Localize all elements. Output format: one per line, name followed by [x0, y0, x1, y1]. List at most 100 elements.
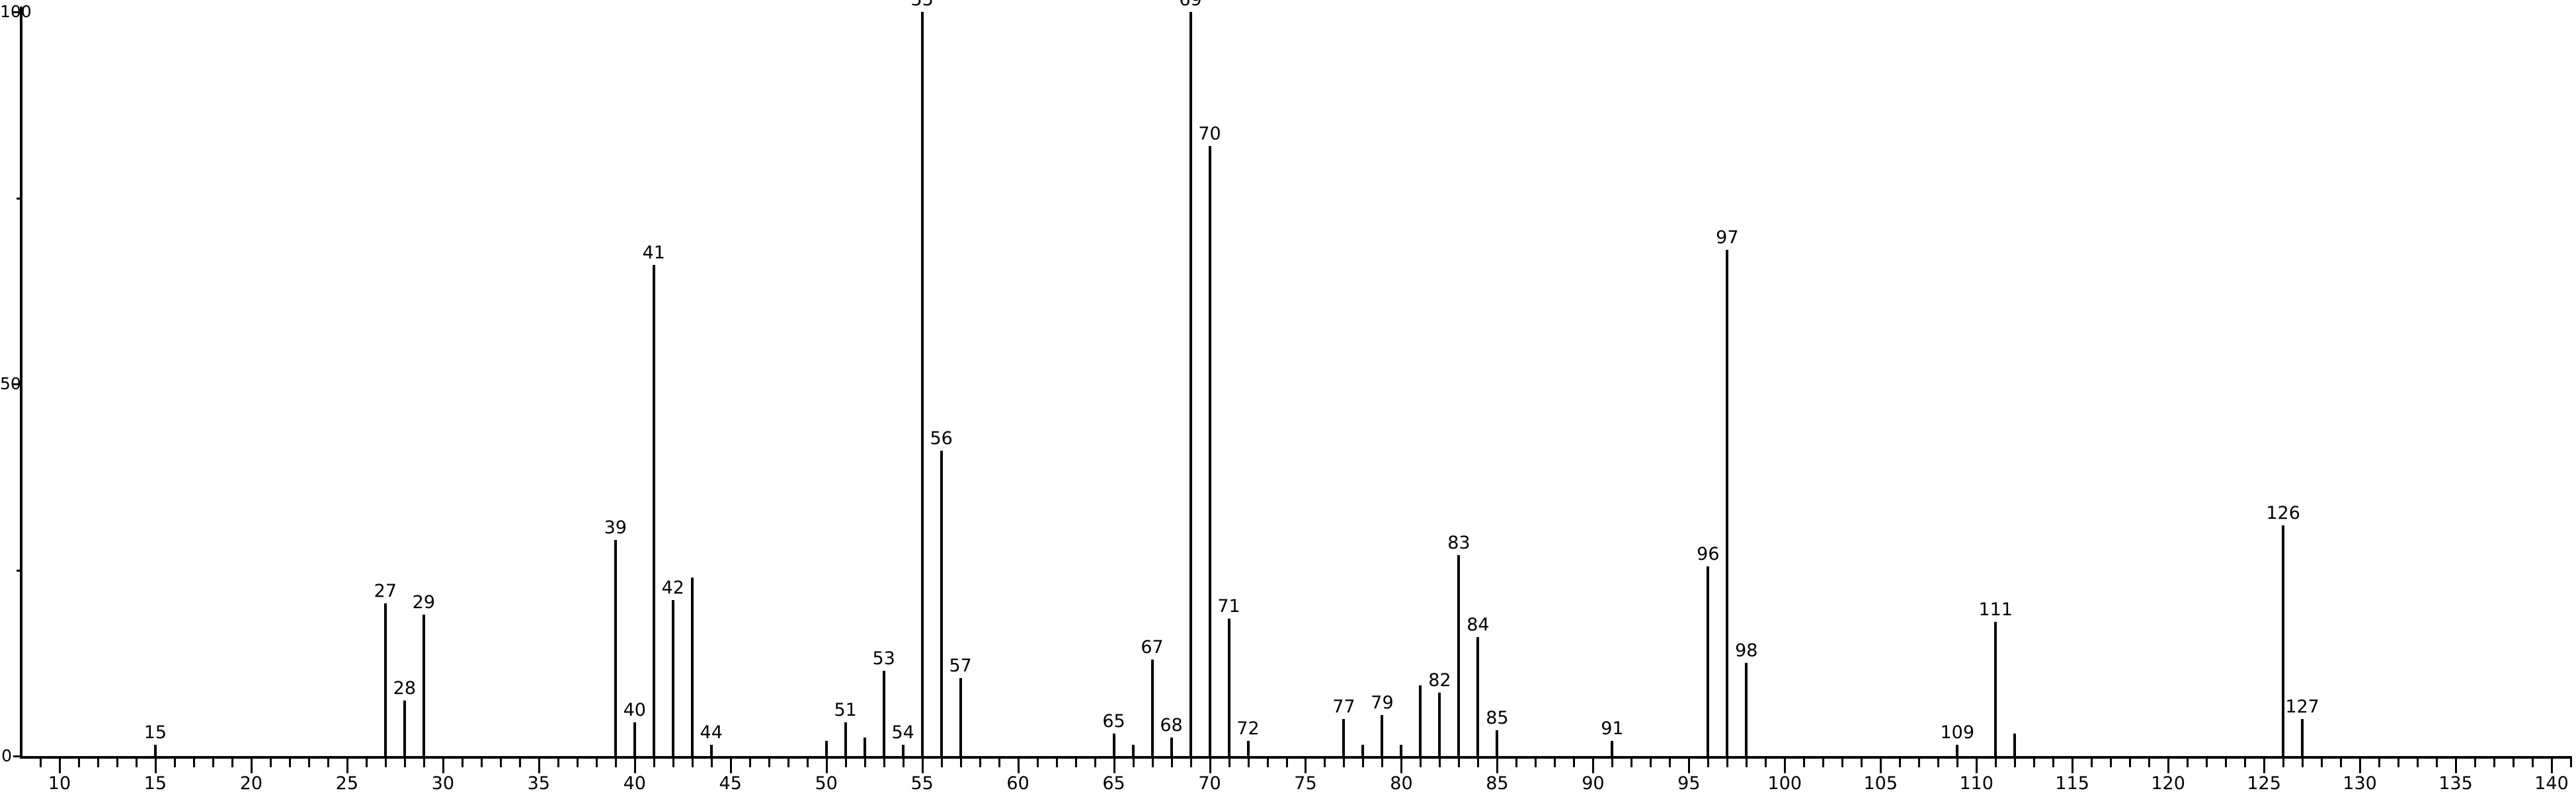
- x-tick-major: [2551, 759, 2553, 773]
- x-tick-minor: [614, 759, 617, 767]
- x-tick-minor: [1707, 759, 1710, 767]
- x-tick-minor: [1362, 759, 1365, 767]
- x-tick-minor: [1995, 759, 1997, 767]
- peak-label: 51: [834, 700, 857, 721]
- peak-label: 57: [949, 655, 972, 676]
- x-tick-minor: [806, 759, 809, 767]
- x-tick-minor: [2340, 759, 2343, 767]
- peak-label: 85: [1486, 707, 1509, 728]
- peak-label: 56: [930, 428, 953, 449]
- x-tick-minor: [1726, 759, 1729, 767]
- x-axis-label: 110: [1959, 773, 1993, 794]
- x-tick-minor: [77, 759, 80, 767]
- x-tick-minor: [1132, 759, 1135, 767]
- y-axis-line: [20, 7, 22, 759]
- peak-label: 44: [700, 722, 723, 743]
- x-tick-minor: [423, 759, 425, 767]
- x-tick-minor: [672, 759, 674, 767]
- x-tick-minor: [2014, 759, 2017, 767]
- x-tick-major: [1496, 759, 1499, 773]
- x-tick-minor: [1458, 759, 1461, 767]
- spectrum-peak: [1381, 715, 1384, 756]
- x-tick-minor: [2187, 759, 2189, 767]
- x-tick-major: [2167, 759, 2170, 773]
- x-tick-minor: [1170, 759, 1173, 767]
- x-tick-minor: [116, 759, 118, 767]
- x-tick-major: [1976, 759, 1978, 773]
- peak-label: 126: [2266, 502, 2300, 523]
- x-tick-major: [1688, 759, 1691, 773]
- x-tick-minor: [173, 759, 176, 767]
- x-tick-minor: [691, 759, 694, 767]
- x-tick-minor: [2397, 759, 2400, 767]
- spectrum-peak: [652, 264, 655, 756]
- x-tick-minor: [2474, 759, 2477, 767]
- x-tick-minor: [269, 759, 272, 767]
- x-tick-minor: [1477, 759, 1480, 767]
- x-tick-minor: [212, 759, 214, 767]
- spectrum-peak: [633, 722, 636, 756]
- x-tick-minor: [327, 759, 329, 767]
- x-axis-label: 115: [2055, 773, 2089, 794]
- x-axis-label: 40: [623, 773, 646, 794]
- spectrum-peak: [882, 670, 885, 756]
- peak-label: 91: [1601, 718, 1624, 740]
- x-tick-minor: [1630, 759, 1633, 767]
- spectrum-peak: [1726, 250, 1729, 756]
- spectrum-peak: [1208, 145, 1211, 756]
- spectrum-peak: [863, 737, 866, 756]
- x-tick-minor: [1956, 759, 1959, 767]
- peak-label: 84: [1467, 614, 1490, 635]
- x-tick-major: [1592, 759, 1595, 773]
- x-tick-minor: [1861, 759, 1863, 767]
- x-tick-minor: [461, 759, 463, 767]
- x-tick-minor: [1381, 759, 1384, 767]
- x-tick-minor: [1535, 759, 1537, 767]
- x-tick-minor: [384, 759, 387, 767]
- x-tick-major: [58, 759, 61, 773]
- x-tick-major: [1305, 759, 1307, 773]
- peak-label: 42: [661, 577, 684, 598]
- spectrum-peak: [153, 745, 157, 756]
- spectrum-peak: [1189, 12, 1192, 756]
- peak-label: 71: [1217, 595, 1240, 617]
- x-tick-major: [2359, 759, 2362, 773]
- x-tick-minor: [2052, 759, 2055, 767]
- spectrum-peak: [1745, 663, 1748, 756]
- x-tick-minor: [1899, 759, 1902, 767]
- x-tick-minor: [959, 759, 962, 767]
- peak-label: 72: [1236, 718, 1260, 740]
- peak-label: 53: [872, 648, 895, 669]
- x-tick-minor: [2493, 759, 2496, 767]
- peak-label: 40: [623, 700, 646, 721]
- x-tick-minor: [2302, 759, 2304, 767]
- spectrum-peak: [2013, 734, 2017, 756]
- x-tick-minor: [365, 759, 368, 767]
- x-tick-minor: [1841, 759, 1844, 767]
- spectrum-peak: [1611, 741, 1614, 756]
- peak-label: 109: [1940, 722, 1975, 743]
- x-tick-minor: [2417, 759, 2419, 767]
- x-tick-minor: [403, 759, 406, 767]
- spectrum-peak: [1400, 745, 1403, 756]
- x-tick-minor: [1918, 759, 1921, 767]
- x-tick-minor: [1036, 759, 1039, 767]
- x-axis-label: 15: [143, 773, 167, 794]
- x-tick-minor: [883, 759, 885, 767]
- peak-label: 67: [1141, 636, 1164, 658]
- x-tick-minor: [1189, 759, 1192, 767]
- x-tick-major: [1880, 759, 1882, 773]
- spectrum-peak: [1419, 685, 1422, 756]
- x-tick-minor: [39, 759, 42, 767]
- spectrum-peak: [403, 700, 406, 756]
- x-tick-minor: [2033, 759, 2036, 767]
- y-tick-major: [13, 11, 22, 13]
- x-tick-minor: [2129, 759, 2132, 767]
- spectrum-peak: [1170, 737, 1173, 756]
- spectrum-peak: [1361, 745, 1365, 756]
- x-tick-minor: [2532, 759, 2534, 767]
- x-tick-minor: [1228, 759, 1230, 767]
- x-axis-label: 65: [1102, 773, 1125, 794]
- x-tick-minor: [307, 759, 310, 767]
- x-tick-minor: [1151, 759, 1154, 767]
